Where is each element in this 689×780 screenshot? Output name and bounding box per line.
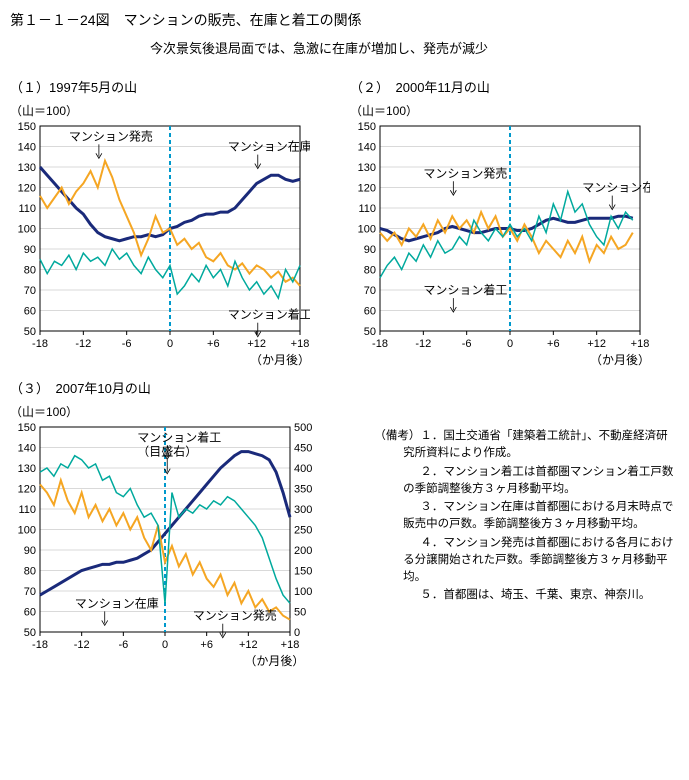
- panel-2-ylabel: （山＝100）: [350, 102, 670, 119]
- svg-text:80: 80: [24, 265, 36, 277]
- panel-1-title: （１）1997年5月の山: [10, 77, 330, 96]
- svg-text:90: 90: [24, 545, 36, 557]
- svg-text:150: 150: [358, 121, 376, 133]
- svg-text:70: 70: [24, 285, 36, 297]
- svg-text:500: 500: [294, 422, 312, 434]
- svg-text:50: 50: [24, 627, 36, 639]
- svg-text:60: 60: [24, 607, 36, 619]
- panel-3-xlabel: （か月後）: [10, 652, 324, 669]
- svg-text:-18: -18: [372, 338, 388, 350]
- svg-text:300: 300: [294, 504, 312, 516]
- svg-text:マンション発売: マンション発売: [193, 608, 277, 623]
- svg-text:マンション着工: マンション着工: [137, 429, 221, 444]
- chart-1: 50 60 70 80 90 100 110 120 130 140 150 -18 -12 -6 0 +6 +…: [10, 121, 330, 351]
- svg-text:60: 60: [364, 306, 376, 318]
- svg-text:90: 90: [364, 244, 376, 256]
- svg-text:80: 80: [364, 265, 376, 277]
- figure-title: 第１－１－24図 マンションの販売、在庫と着工の関係: [10, 10, 679, 30]
- svg-text:マンション在庫: マンション在庫: [582, 181, 650, 195]
- svg-text:140: 140: [18, 142, 36, 154]
- svg-text:-18: -18: [32, 639, 48, 651]
- svg-text:120: 120: [18, 484, 36, 496]
- svg-text:0: 0: [507, 338, 513, 350]
- svg-text:400: 400: [294, 463, 312, 475]
- svg-text:マンション在庫: マンション在庫: [75, 596, 159, 610]
- svg-text:150: 150: [18, 121, 36, 133]
- svg-text:+18: +18: [291, 338, 310, 350]
- panel-3-ylabel: （山＝100）: [10, 403, 324, 420]
- panel-1-ylabel: （山＝100）: [10, 102, 330, 119]
- svg-text:0: 0: [162, 639, 168, 651]
- svg-text:130: 130: [18, 162, 36, 174]
- panel-2-xlabel: （か月後）: [350, 351, 670, 368]
- svg-text:-6: -6: [122, 338, 132, 350]
- svg-text:130: 130: [18, 463, 36, 475]
- svg-text:70: 70: [364, 285, 376, 297]
- svg-text:50: 50: [24, 326, 36, 338]
- svg-text:50: 50: [294, 607, 306, 619]
- svg-text:-12: -12: [75, 338, 91, 350]
- svg-text:130: 130: [358, 162, 376, 174]
- svg-text:+6: +6: [200, 639, 213, 651]
- svg-text:150: 150: [294, 566, 312, 578]
- svg-text:100: 100: [294, 586, 312, 598]
- note-item: ５．首都圏は、埼玉、千葉、東京、神奈川。: [374, 587, 679, 604]
- svg-text:マンション在庫: マンション在庫: [228, 140, 310, 154]
- svg-text:+6: +6: [207, 338, 220, 350]
- svg-text:200: 200: [294, 545, 312, 557]
- svg-text:120: 120: [18, 183, 36, 195]
- panel-3: （３） 2007年10月の山 （山＝100） 50 60 70 80 90 100 110 1…: [10, 378, 324, 669]
- svg-text:350: 350: [294, 484, 312, 496]
- svg-text:+12: +12: [587, 338, 606, 350]
- svg-text:60: 60: [24, 306, 36, 318]
- svg-text:100: 100: [18, 525, 36, 537]
- svg-text:100: 100: [358, 224, 376, 236]
- panel-2: （２） 2000年11月の山 （山＝100） 50 60 70 80 90 100 110 1…: [350, 77, 670, 368]
- svg-text:90: 90: [24, 244, 36, 256]
- chart-3: 50 60 70 80 90 100 110 120 130 140 150 -18 -12 -6 0 +6 +…: [10, 422, 324, 652]
- svg-text:0: 0: [294, 627, 300, 639]
- svg-text:70: 70: [24, 586, 36, 598]
- note-item: ４．マンション発売は首都圏における各月における分譲開始された戸数。季節調整後方３…: [374, 535, 679, 587]
- svg-text:80: 80: [24, 566, 36, 578]
- svg-text:-6: -6: [462, 338, 472, 350]
- svg-text:マンション着工: マンション着工: [228, 307, 310, 322]
- svg-text:140: 140: [358, 142, 376, 154]
- note-item: （備考）１．国土交通省「建築着工統計」、不動産経済研究所資料により作成。: [374, 428, 679, 463]
- svg-text:-18: -18: [32, 338, 48, 350]
- svg-text:-6: -6: [118, 639, 128, 651]
- figure-subtitle: 今次景気後退局面では、急激に在庫が増加し、発売が減少: [10, 38, 679, 57]
- svg-text:マンション着工: マンション着工: [423, 282, 507, 297]
- svg-text:-12: -12: [415, 338, 431, 350]
- svg-text:+12: +12: [239, 639, 258, 651]
- svg-text:マンション発売: マンション発売: [423, 165, 507, 180]
- svg-text:140: 140: [18, 443, 36, 455]
- svg-text:110: 110: [18, 203, 36, 215]
- svg-text:100: 100: [18, 224, 36, 236]
- svg-text:+12: +12: [247, 338, 266, 350]
- svg-text:-12: -12: [74, 639, 90, 651]
- panel-2-title: （２） 2000年11月の山: [350, 77, 670, 96]
- svg-text:250: 250: [294, 525, 312, 537]
- svg-text:+18: +18: [281, 639, 300, 651]
- svg-text:マンション発売: マンション発売: [69, 128, 153, 143]
- note-item: ２．マンション着工は首都圏マンション着工戸数の季節調整後方３ヶ月移動平均。: [374, 464, 679, 499]
- svg-text:110: 110: [358, 203, 376, 215]
- notes-block: （備考）１．国土交通省「建築着工統計」、不動産経済研究所資料により作成。 ２．マ…: [344, 378, 679, 669]
- svg-text:120: 120: [358, 183, 376, 195]
- panel-1: （１）1997年5月の山 （山＝100） 50 60 70 80 90 100 110 120…: [10, 77, 330, 368]
- svg-text:450: 450: [294, 443, 312, 455]
- svg-text:110: 110: [18, 504, 36, 516]
- svg-text:+6: +6: [547, 338, 560, 350]
- svg-text:0: 0: [167, 338, 173, 350]
- svg-text:50: 50: [364, 326, 376, 338]
- panel-1-xlabel: （か月後）: [10, 351, 330, 368]
- panel-3-title: （３） 2007年10月の山: [10, 378, 324, 397]
- svg-text:（目盛右）: （目盛右）: [137, 444, 197, 459]
- chart-2: 50 60 70 80 90 100 110 120 130 140 150 -18 -12 -6 0 +6 +…: [350, 121, 670, 351]
- svg-text:150: 150: [18, 422, 36, 434]
- note-item: ３．マンション在庫は首都圏における月末時点で販売中の戸数。季節調整後方３ヶ月移動…: [374, 499, 679, 534]
- svg-text:+18: +18: [631, 338, 650, 350]
